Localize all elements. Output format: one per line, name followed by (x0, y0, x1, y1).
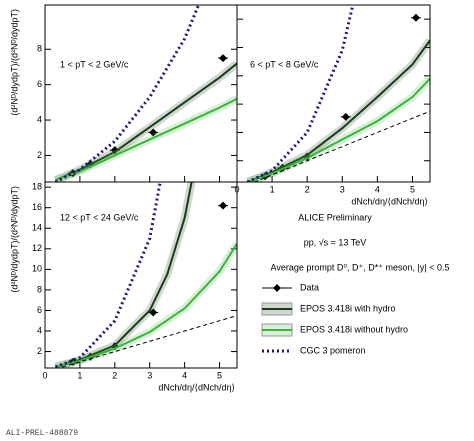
series-line (54, 182, 162, 368)
x-axis-label: dNch/dη/⟨dNch/dη⟩ (158, 382, 235, 392)
x-tick-label: 1 (270, 184, 275, 194)
plot-area (54, 182, 237, 368)
x-tick-label: 4 (182, 370, 187, 380)
x-tick-label: 1 (77, 370, 82, 380)
y-tick-label: 2 (37, 346, 42, 356)
frame (44, 181, 238, 369)
model-band (53, 60, 237, 182)
series-line (247, 77, 430, 182)
legend-label: EPOS 3.418i without hydro (300, 324, 408, 334)
footer: ALI-PREL-488879 (6, 429, 78, 438)
x-tick-label: 3 (147, 370, 152, 380)
panel-label: 6 < pT < 8 GeV/c (250, 59, 319, 69)
y-tick-label: 8 (37, 44, 42, 54)
plot-area (53, 5, 237, 182)
y-tick-label: 4 (37, 325, 42, 335)
y-tick-label: 8 (37, 284, 42, 294)
y-tick-label: 12 (32, 243, 42, 253)
annotation: pp, √s = 13 TeV (304, 237, 367, 247)
series-line (55, 243, 237, 368)
legend-label: EPOS 3.418i with hydro (300, 303, 396, 313)
y-tick-label: 14 (32, 223, 42, 233)
x-tick-label: 0 (42, 370, 47, 380)
x-tick-label: 2 (305, 184, 310, 194)
series-line (253, 110, 430, 182)
panel-label: 1 < pT < 2 GeV/c (60, 59, 129, 69)
legend-symbol (273, 284, 281, 292)
series-line (55, 62, 237, 182)
y-axis-label: (d²Nᴰ/dydpT)/(d²Nᴰ/dydpT) (9, 186, 19, 293)
x-tick-label: 4 (375, 184, 380, 194)
annotation: ALICE Preliminary (298, 212, 372, 222)
panel-label: 12 < pT < 24 GeV/c (60, 212, 139, 222)
frame (236, 4, 431, 183)
x-tick-label: 2 (112, 370, 117, 380)
y-tick-label: 4 (37, 114, 42, 124)
series-line (55, 97, 237, 182)
plot-area (246, 5, 430, 182)
x-tick-label: 3 (340, 184, 345, 194)
frame (44, 4, 238, 183)
y-axis-label: (d²Nᴰ/dydpT)/(d²Nᴰ/dydpT) (9, 9, 19, 116)
y-tick-label: 6 (37, 79, 42, 89)
x-axis-label: dNch/dη/⟨dNch/dη⟩ (351, 196, 428, 206)
x-tick-label: 5 (410, 184, 415, 194)
y-tick-label: 2 (37, 150, 42, 160)
series-line (57, 315, 237, 368)
model-band (54, 241, 237, 368)
annotation: Average prompt D⁰, D⁺, D*⁺ meson, |y| < … (271, 262, 450, 272)
y-tick-label: 6 (37, 305, 42, 315)
y-tick-label: 10 (32, 264, 42, 274)
y-tick-label: 16 (32, 202, 42, 212)
legend-label: Data (300, 282, 319, 292)
y-tick-label: 18 (32, 182, 42, 192)
series-line (54, 5, 200, 182)
x-tick-label: 5 (217, 370, 222, 380)
model-band (54, 182, 196, 368)
legend-label: CGC 3 pomeron (300, 345, 366, 355)
